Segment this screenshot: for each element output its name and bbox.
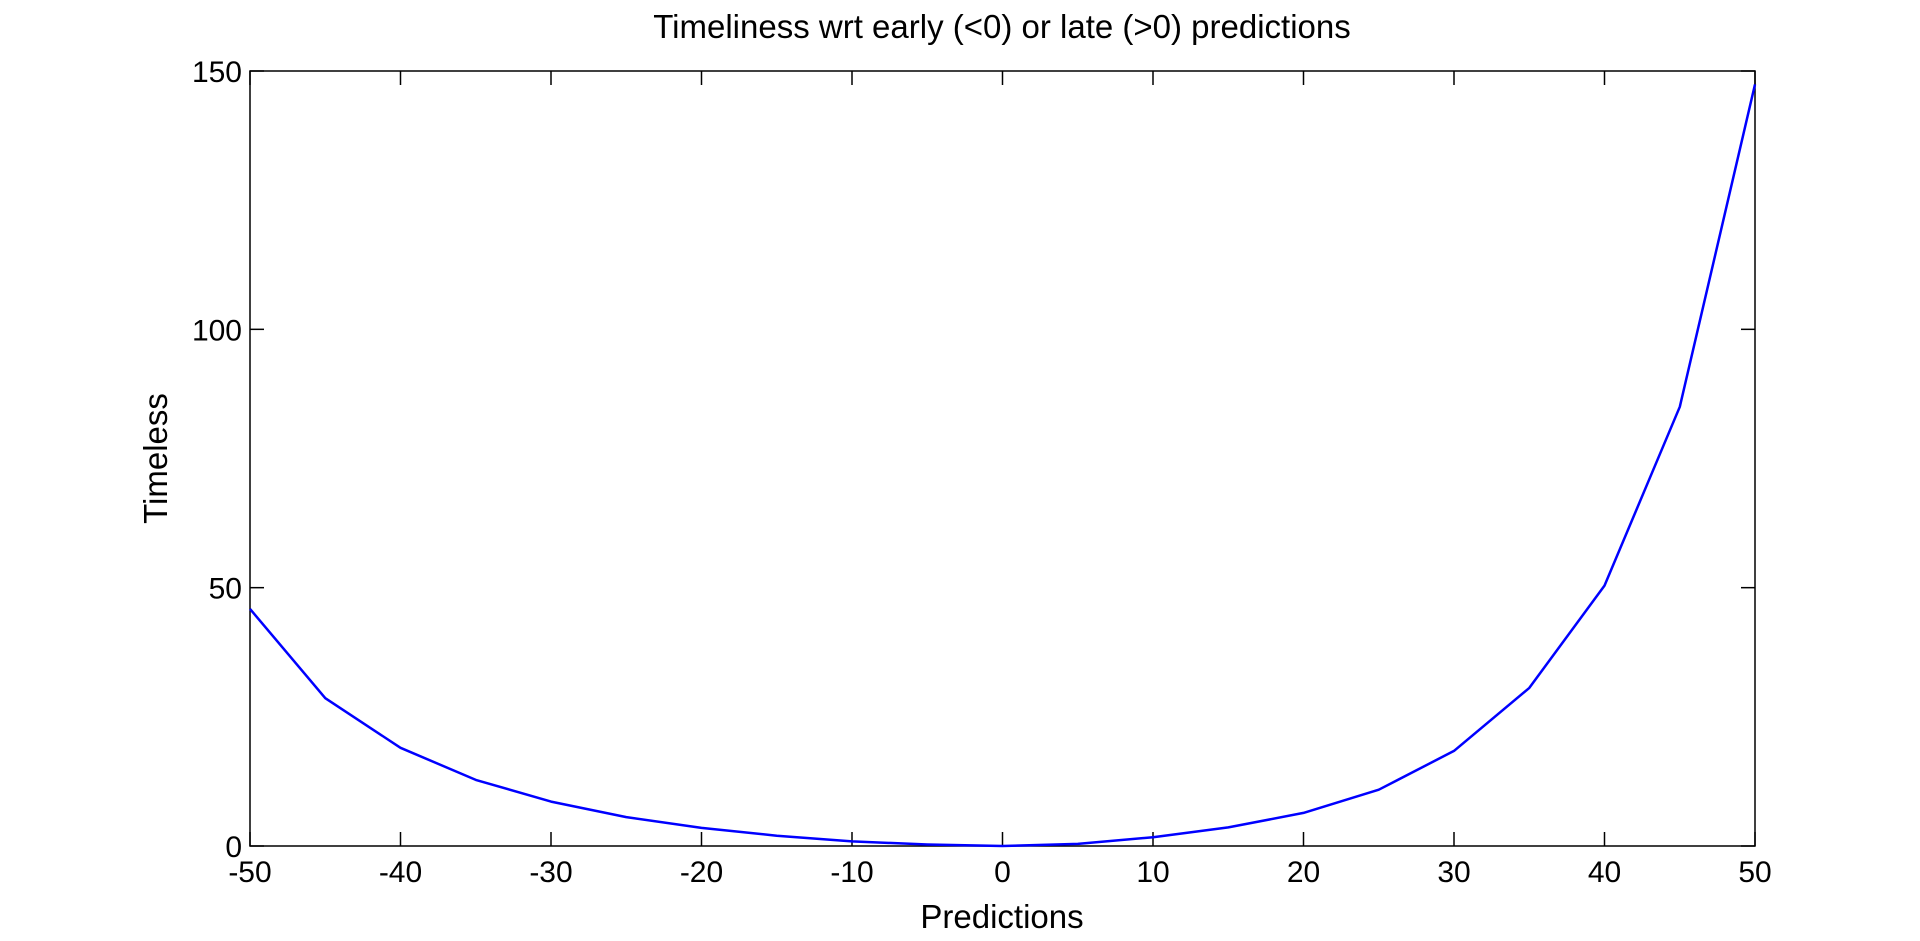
- y-tick-label: 50: [209, 573, 242, 606]
- series-layer: [249, 84, 1757, 848]
- y-tick-label: 0: [225, 831, 242, 864]
- x-tick-label: 10: [1136, 856, 1169, 889]
- x-tick-label: 0: [994, 856, 1011, 889]
- y-tick-label: 150: [192, 56, 242, 89]
- x-tick-label: 20: [1287, 856, 1320, 889]
- chart-title: Timeliness wrt early (<0) or late (>0) p…: [653, 8, 1351, 45]
- x-tick-label: 30: [1437, 856, 1470, 889]
- x-tick-label: -30: [529, 856, 572, 889]
- plot-area: [249, 70, 1756, 847]
- series-line: [249, 84, 1757, 848]
- x-tick-label: -50: [228, 856, 271, 889]
- x-tick-label: 50: [1738, 856, 1771, 889]
- x-tick-label: -40: [379, 856, 422, 889]
- x-axis-label: Predictions: [920, 898, 1083, 935]
- x-tick-label: -10: [830, 856, 873, 889]
- ticks-layer: -50 -40 -30 -20 -10 0 10 20 30 40 50 0 50 100 150: [192, 56, 1772, 889]
- y-axis-label: Timeless: [137, 393, 174, 524]
- y-tick-label: 100: [192, 314, 242, 347]
- x-tick-label: -20: [680, 856, 723, 889]
- x-tick-label: 40: [1588, 856, 1621, 889]
